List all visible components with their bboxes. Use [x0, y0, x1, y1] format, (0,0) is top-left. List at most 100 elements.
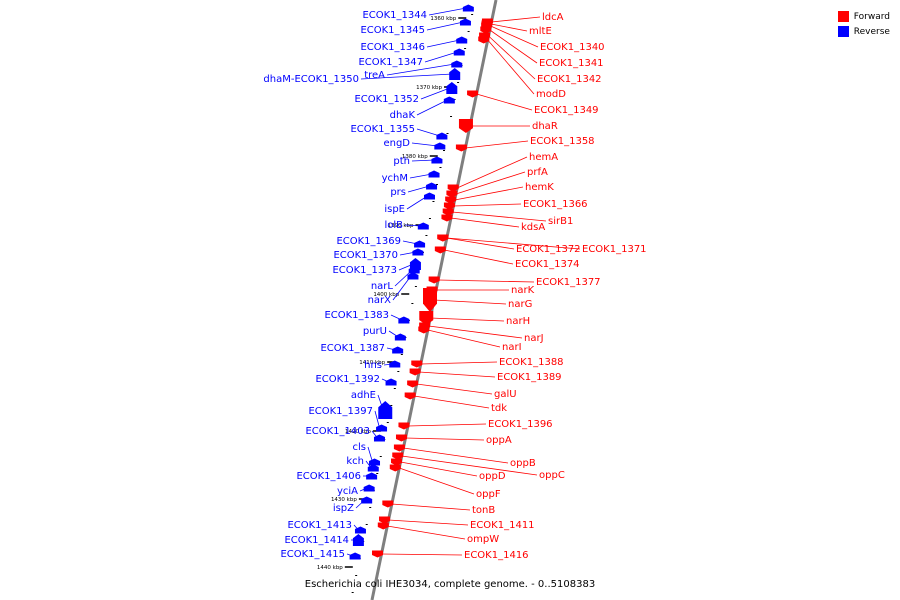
reverse-gene-feature: [462, 4, 474, 12]
gene-label-narx[interactable]: narX: [368, 295, 392, 306]
gene-label-ecok1-1369[interactable]: ECOK1_1369: [336, 236, 401, 247]
gene-label-dhak[interactable]: dhaK: [390, 110, 416, 121]
gene-label-ecok1-1416[interactable]: ECOK1_1416: [464, 550, 529, 561]
gene-label-ecok1-1387[interactable]: ECOK1_1387: [320, 343, 385, 354]
gene-label-ecok1-1346[interactable]: ECOK1_1346: [360, 42, 425, 53]
gene-label-prfa[interactable]: prfA: [527, 167, 548, 178]
leader-line: [407, 185, 430, 193]
forward-gene-feature: [437, 234, 449, 242]
gene-label-ecok1-1392[interactable]: ECOK1_1392: [315, 374, 380, 385]
gene-label-narg[interactable]: narG: [508, 299, 532, 310]
leader-line: [388, 519, 469, 526]
gene-label-ecok1-1345[interactable]: ECOK1_1345: [360, 25, 425, 36]
gene-label-ecok1-1389[interactable]: ECOK1_1389: [497, 372, 562, 383]
gene-label-narh[interactable]: narH: [506, 316, 530, 327]
gene-label-ecok1-1342[interactable]: ECOK1_1342: [537, 74, 602, 85]
forward-gene-feature: [419, 311, 434, 325]
gene-label-dhar[interactable]: dhaR: [532, 121, 558, 132]
leader-line: [490, 23, 528, 32]
gene-label-ecok1-1406[interactable]: ECOK1_1406: [296, 471, 361, 482]
gene-label-mlte[interactable]: mltE: [529, 26, 552, 37]
reverse-gene-feature: [426, 182, 438, 190]
gene-label-ycia[interactable]: yciA: [337, 486, 358, 497]
leader-line: [403, 447, 509, 464]
gene-label-prs[interactable]: prs: [390, 187, 406, 198]
gene-label-galu[interactable]: galU: [494, 389, 517, 400]
gene-label-oppf[interactable]: oppF: [476, 489, 501, 500]
gene-label-ecok1-1352[interactable]: ECOK1_1352: [354, 94, 419, 105]
track-dot: [443, 150, 445, 151]
gene-label-trea[interactable]: treA: [364, 70, 385, 81]
gene-label-ecok1-1374[interactable]: ECOK1_1374: [515, 259, 580, 270]
gene-label-ompw[interactable]: ompW: [467, 534, 499, 545]
leader-line: [487, 39, 535, 95]
leader-line: [419, 371, 496, 378]
gene-label-oppa[interactable]: oppA: [486, 435, 512, 446]
gene-label-tonb[interactable]: tonB: [472, 505, 495, 516]
gene-label-lolb[interactable]: lolB: [384, 220, 403, 231]
gene-label-oppb[interactable]: oppB: [510, 458, 536, 469]
gene-label-hemk[interactable]: hemK: [525, 182, 554, 193]
gene-label-ecok1-1411[interactable]: ECOK1_1411: [470, 520, 535, 531]
leader-line: [430, 317, 505, 322]
gene-label-ispe[interactable]: ispE: [384, 204, 405, 215]
gene-label-ecok1-1340[interactable]: ECOK1_1340: [540, 42, 605, 53]
gene-label-ispz[interactable]: ispZ: [333, 503, 354, 514]
reverse-gene-feature: [361, 496, 373, 504]
gene-label-ecok1-1413[interactable]: ECOK1_1413: [287, 520, 352, 531]
gene-label-ychm[interactable]: ychM: [382, 173, 408, 184]
gene-label-kdsa[interactable]: kdsA: [521, 222, 545, 233]
gene-label-ecok1-1414[interactable]: ECOK1_1414: [284, 535, 349, 546]
gene-label-ecok1-1344[interactable]: ECOK1_1344: [362, 10, 427, 21]
gene-label-oppd[interactable]: oppD: [479, 471, 506, 482]
gene-label-modd[interactable]: modD: [536, 89, 566, 100]
gene-label-narj[interactable]: narJ: [524, 333, 544, 344]
forward-gene-feature: [372, 550, 384, 558]
gene-label-ecok1-1355[interactable]: ECOK1_1355: [350, 124, 415, 135]
gene-label-pth[interactable]: pth: [393, 156, 410, 167]
track-dot: [446, 133, 449, 134]
leader-line: [416, 128, 441, 137]
gene-label-puru[interactable]: purU: [363, 326, 387, 337]
gene-label-nark[interactable]: narK: [511, 285, 535, 296]
gene-label-ecok1-1388[interactable]: ECOK1_1388: [499, 357, 564, 368]
gene-label-kch[interactable]: kch: [346, 456, 364, 467]
gene-label-adhe[interactable]: adhE: [351, 390, 376, 401]
gene-label-ecok1-1358[interactable]: ECOK1_1358: [530, 136, 595, 147]
gene-label-ecok1-1349[interactable]: ECOK1_1349: [534, 105, 599, 116]
gene-label-ecok1-1397[interactable]: ECOK1_1397: [308, 406, 373, 417]
gene-label-hema[interactable]: hemA: [529, 152, 558, 163]
gene-label-nari[interactable]: narI: [502, 342, 522, 353]
leader-line: [453, 203, 522, 207]
gene-label-sirb1[interactable]: sirB1: [548, 216, 573, 227]
gene-label-ecok1-1373[interactable]: ECOK1_1373: [332, 265, 397, 276]
forward-gene-feature: [478, 36, 490, 44]
gene-label-ecok1-1377[interactable]: ECOK1_1377: [536, 277, 601, 288]
leader-line: [427, 329, 501, 348]
gene-label-ecok1-1371[interactable]: ECOK1_1371: [582, 244, 647, 255]
gene-label-ecok1-1396[interactable]: ECOK1_1396: [488, 419, 553, 430]
leader-line: [392, 275, 412, 301]
gene-label-ecok1-1366[interactable]: ECOK1_1366: [523, 199, 588, 210]
gene-label-ldca[interactable]: ldcA: [542, 12, 564, 23]
gene-label-ecok1-1347[interactable]: ECOK1_1347: [358, 57, 423, 68]
gene-label-ecok1-1372[interactable]: ECOK1_1372: [516, 244, 581, 255]
gene-label-ecok1-1403[interactable]: ECOK1_1403: [305, 426, 370, 437]
gene-label-cls[interactable]: cls: [353, 442, 367, 453]
leader-line: [386, 63, 455, 76]
gene-label-oppc[interactable]: oppC: [539, 470, 565, 481]
legend-reverse-label: Reverse: [853, 26, 890, 37]
gene-label-ecok1-1370[interactable]: ECOK1_1370: [333, 250, 398, 261]
gene-label-dham-ecok1-1350[interactable]: dhaM-ECOK1_1350: [263, 74, 359, 85]
gene-label-ecok1-1415[interactable]: ECOK1_1415: [280, 549, 345, 560]
gene-label-tdk[interactable]: tdk: [491, 403, 507, 414]
gene-label-ecok1-1383[interactable]: ECOK1_1383: [324, 310, 389, 321]
gene-label-hns[interactable]: hns: [364, 360, 382, 371]
leader-line: [420, 361, 498, 365]
gene-label-ecok1-1341[interactable]: ECOK1_1341: [539, 58, 604, 69]
gene-label-engd[interactable]: engD: [383, 138, 410, 149]
track-dot: [457, 82, 460, 83]
gene-label-narl[interactable]: narL: [371, 281, 394, 292]
gene-features: [349, 4, 493, 560]
reverse-gene-feature: [456, 36, 468, 44]
